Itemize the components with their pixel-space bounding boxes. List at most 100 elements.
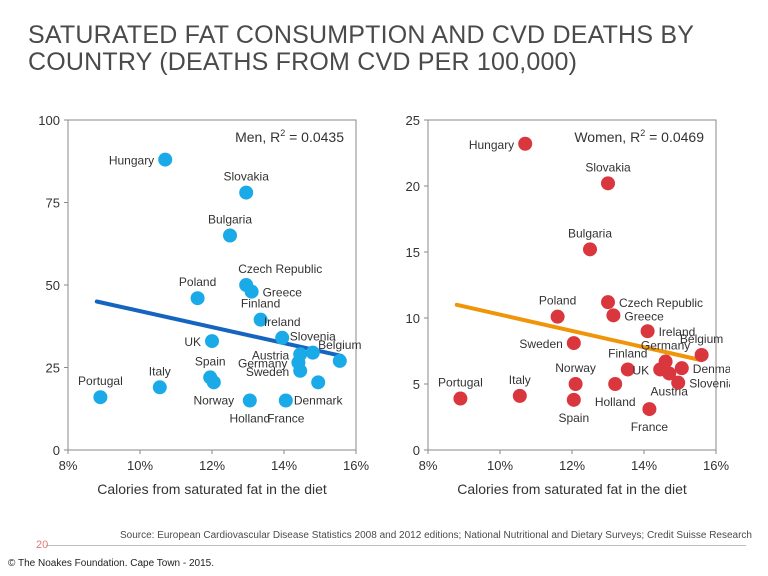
- data-point: [550, 309, 565, 324]
- data-label: Italy: [149, 364, 171, 378]
- data-label: Spain: [195, 354, 226, 368]
- data-point: [694, 347, 709, 362]
- data-label: Holland: [229, 412, 270, 426]
- data-point: [293, 363, 308, 378]
- data-label: France: [267, 412, 305, 426]
- data-label: Spain: [558, 411, 589, 425]
- y-tick-label: 75: [46, 196, 60, 211]
- x-tick-label: 12%: [559, 458, 585, 473]
- data-point: [311, 375, 326, 390]
- r-squared-annotation: Women, R2 = 0.0469: [574, 128, 704, 145]
- data-point: [606, 308, 621, 323]
- data-point: [674, 361, 689, 376]
- data-point: [205, 334, 219, 349]
- data-point: [601, 176, 615, 191]
- data-label: Belgium: [680, 332, 723, 346]
- men-chart: 0 25 50 75 100 8% 10% 12% 14% 16% Calories from sa…: [30, 100, 370, 515]
- x-tick-label: 8%: [419, 458, 438, 473]
- data-point: [158, 152, 173, 167]
- data-point: [640, 324, 655, 339]
- data-label: Italy: [509, 373, 531, 387]
- data-point: [453, 391, 468, 406]
- x-tick-label: 14%: [631, 458, 657, 473]
- data-label: Portugal: [438, 376, 483, 390]
- data-label: Belgium: [318, 338, 361, 352]
- x-tick-label: 10%: [127, 458, 153, 473]
- data-label: Greece: [263, 286, 303, 300]
- x-tick-label: 10%: [487, 458, 513, 473]
- data-point: [305, 345, 320, 360]
- page-title: SATURATED FAT CONSUMPTION AND CVD DEATHS…: [28, 21, 694, 76]
- women-scatter-plot: 0 5 10 15 20 25 8% 10% 12% 14% 16% Calories from sa…: [406, 113, 743, 497]
- source-note: Source: European Cardiovascular Disease …: [120, 530, 752, 541]
- y-tick-label: 25: [46, 361, 60, 376]
- data-point: [278, 393, 293, 408]
- y-tick-label: 15: [406, 245, 420, 260]
- data-label: Slovakia: [585, 160, 631, 174]
- x-tick-label: 16%: [703, 458, 729, 473]
- data-label: Austria: [252, 348, 290, 362]
- data-label: Poland: [539, 294, 576, 308]
- data-point: [518, 136, 533, 151]
- data-point: [244, 284, 259, 299]
- data-point: [662, 366, 677, 381]
- data-label: Ireland: [659, 325, 696, 339]
- data-label: Norway: [555, 361, 596, 375]
- trend-line: [94, 299, 344, 358]
- data-point: [608, 377, 623, 391]
- data-label: Norway: [193, 393, 234, 407]
- data-point: [671, 375, 686, 390]
- data-point: [223, 228, 237, 243]
- data-label: Slovenia: [290, 330, 336, 344]
- data-point: [566, 392, 581, 407]
- data-point: [152, 380, 167, 395]
- x-tick-label: 12%: [199, 458, 225, 473]
- data-point: [190, 291, 205, 306]
- x-tick-label: 14%: [271, 458, 297, 473]
- trend-line: [454, 302, 704, 363]
- r-squared-annotation: Men, R2 = 0.0435: [235, 128, 344, 145]
- page-number: 20: [36, 539, 49, 551]
- y-tick-label: 25: [406, 113, 420, 128]
- data-label: Hungary: [469, 138, 514, 152]
- data-label: Poland: [179, 275, 216, 289]
- data-point: [206, 375, 221, 390]
- data-point: [620, 362, 635, 377]
- data-label: Sweden: [519, 337, 562, 351]
- data-label: UK: [633, 363, 650, 377]
- y-tick-label: 0: [53, 443, 60, 458]
- data-point: [253, 312, 268, 327]
- data-point: [239, 185, 254, 200]
- women-chart: 0 5 10 15 20 25 8% 10% 12% 14% 16% Calories from sa…: [390, 100, 743, 515]
- data-label: Sweden: [246, 365, 289, 379]
- data-point: [601, 295, 615, 310]
- data-label: Bulgaria: [208, 213, 252, 227]
- data-label: Bulgaria: [568, 226, 612, 240]
- data-label: Ireland: [264, 315, 301, 329]
- data-point: [642, 402, 657, 417]
- data-label: Denmark: [693, 362, 730, 376]
- data-label: Hungary: [109, 154, 154, 168]
- data-label: UK: [184, 335, 201, 349]
- data-point: [583, 242, 597, 257]
- data-label: Slovakia: [224, 170, 270, 184]
- data-label: Finland: [608, 346, 647, 360]
- data-label: Slovenia: [689, 377, 730, 391]
- data-point: [566, 336, 581, 351]
- y-tick-label: 100: [38, 113, 60, 128]
- y-tick-label: 20: [406, 179, 420, 194]
- y-tick-label: 50: [46, 278, 60, 293]
- data-label: Finland: [241, 297, 280, 311]
- data-point: [512, 388, 527, 403]
- data-label: Greece: [624, 309, 664, 323]
- y-tick-label: 10: [406, 311, 420, 326]
- y-tick-label: 5: [413, 377, 420, 392]
- data-label: Czech Republic: [238, 262, 322, 276]
- data-point: [568, 377, 583, 391]
- data-label: Germany: [238, 357, 287, 371]
- data-point: [275, 330, 290, 345]
- footer-divider: [46, 545, 746, 546]
- y-tick-label: 0: [413, 443, 420, 458]
- data-label: France: [631, 420, 669, 434]
- copyright: © The Noakes Foundation. Cape Town - 201…: [8, 558, 215, 569]
